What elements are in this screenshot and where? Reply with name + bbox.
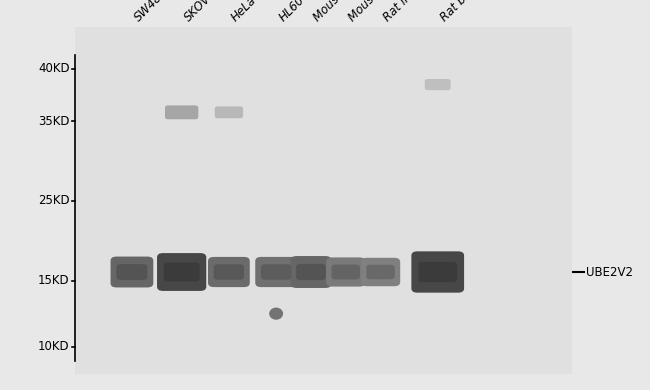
FancyBboxPatch shape [425, 79, 450, 90]
Text: UBE2V2: UBE2V2 [586, 266, 633, 278]
FancyBboxPatch shape [291, 256, 332, 288]
FancyBboxPatch shape [261, 264, 291, 280]
FancyBboxPatch shape [361, 258, 400, 286]
Text: SW480: SW480 [132, 0, 170, 24]
Text: SKOV3: SKOV3 [181, 0, 219, 24]
FancyBboxPatch shape [214, 106, 243, 118]
FancyBboxPatch shape [419, 262, 457, 282]
FancyBboxPatch shape [332, 264, 360, 280]
FancyBboxPatch shape [326, 257, 365, 287]
FancyBboxPatch shape [208, 257, 250, 287]
Text: Rat brain: Rat brain [437, 0, 485, 24]
FancyBboxPatch shape [165, 105, 198, 119]
Ellipse shape [269, 308, 283, 320]
Text: Mouse liver: Mouse liver [311, 0, 368, 24]
Text: Mouse skin: Mouse skin [346, 0, 401, 24]
Text: 25KD: 25KD [38, 194, 70, 207]
FancyBboxPatch shape [214, 264, 244, 280]
Text: 15KD: 15KD [38, 274, 70, 287]
Text: HL60: HL60 [276, 0, 307, 24]
Text: 40KD: 40KD [38, 62, 70, 75]
Text: Rat liver: Rat liver [380, 0, 424, 24]
FancyBboxPatch shape [116, 264, 148, 280]
FancyBboxPatch shape [164, 262, 200, 282]
Text: 35KD: 35KD [38, 115, 70, 128]
FancyBboxPatch shape [411, 251, 464, 292]
FancyBboxPatch shape [367, 265, 395, 279]
FancyBboxPatch shape [157, 253, 206, 291]
FancyBboxPatch shape [296, 264, 326, 280]
Text: 10KD: 10KD [38, 340, 70, 353]
FancyBboxPatch shape [255, 257, 297, 287]
FancyBboxPatch shape [111, 257, 153, 287]
Text: HeLa: HeLa [229, 0, 259, 24]
